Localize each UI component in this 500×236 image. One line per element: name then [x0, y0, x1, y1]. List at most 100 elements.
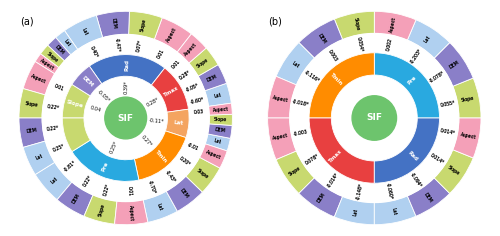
- Text: Aspect: Aspect: [184, 41, 198, 57]
- Text: -0.018*: -0.018*: [292, 99, 310, 107]
- Text: 0.20*: 0.20*: [178, 156, 192, 167]
- Text: DEM: DEM: [214, 127, 226, 134]
- Wedge shape: [408, 20, 450, 58]
- Wedge shape: [299, 19, 343, 58]
- Text: Slope: Slope: [461, 96, 475, 103]
- Wedge shape: [62, 118, 90, 152]
- Text: Slope: Slope: [140, 18, 147, 32]
- Text: 0.07*: 0.07*: [136, 39, 143, 53]
- Text: Aspect: Aspect: [30, 74, 48, 85]
- Text: 0.22*: 0.22*: [104, 182, 112, 196]
- Text: -0.60*: -0.60*: [190, 97, 204, 105]
- Text: DEM: DEM: [54, 44, 65, 55]
- Text: 0.03: 0.03: [194, 109, 204, 114]
- Text: Slope: Slope: [214, 117, 228, 122]
- Text: -0.11*: -0.11*: [149, 118, 165, 124]
- Text: Aspect: Aspect: [272, 95, 289, 103]
- Text: Tmax: Tmax: [328, 149, 344, 164]
- Text: Pre: Pre: [101, 160, 110, 172]
- Wedge shape: [309, 118, 374, 183]
- Text: 0.22*: 0.22*: [46, 104, 60, 111]
- Text: 0.28*: 0.28*: [146, 97, 160, 108]
- Text: 0.003: 0.003: [328, 49, 338, 62]
- Text: -0.078*: -0.078*: [428, 70, 446, 84]
- Text: 0.28*: 0.28*: [179, 70, 192, 81]
- Wedge shape: [152, 68, 188, 112]
- Text: 0.28*: 0.28*: [146, 96, 161, 107]
- Text: Aspect: Aspect: [128, 205, 134, 221]
- Text: 0.014*: 0.014*: [429, 153, 444, 166]
- Text: Aspect: Aspect: [184, 41, 198, 57]
- Text: 0.40*: 0.40*: [89, 45, 99, 59]
- Text: 0.01: 0.01: [127, 186, 132, 197]
- Text: 0.01: 0.01: [156, 48, 166, 59]
- Text: Slope: Slope: [140, 18, 147, 32]
- Text: DEM: DEM: [54, 44, 65, 55]
- Text: Slope: Slope: [24, 101, 38, 108]
- Text: Slope: Slope: [196, 57, 210, 69]
- Text: 0.22*: 0.22*: [82, 174, 93, 187]
- Text: 0.22*: 0.22*: [46, 104, 60, 111]
- Text: 0.01: 0.01: [127, 186, 132, 197]
- Text: Pre: Pre: [407, 74, 418, 85]
- Text: DEM: DEM: [111, 18, 117, 29]
- Wedge shape: [452, 118, 481, 158]
- Circle shape: [352, 96, 397, 140]
- Text: 0.014*: 0.014*: [440, 128, 456, 136]
- Text: DEM: DEM: [26, 128, 37, 135]
- Circle shape: [84, 76, 168, 160]
- Text: Lat: Lat: [156, 203, 162, 211]
- Wedge shape: [309, 53, 374, 118]
- Wedge shape: [19, 88, 46, 118]
- Wedge shape: [374, 11, 416, 40]
- Text: -0.003: -0.003: [294, 129, 308, 137]
- Text: Slope: Slope: [46, 51, 60, 63]
- Text: Lat: Lat: [214, 93, 222, 99]
- Wedge shape: [208, 103, 233, 115]
- Wedge shape: [408, 178, 450, 216]
- Wedge shape: [114, 200, 148, 225]
- Wedge shape: [374, 118, 440, 183]
- Text: DEM: DEM: [316, 32, 326, 44]
- Text: Lat: Lat: [353, 208, 359, 216]
- Text: DEM: DEM: [422, 191, 433, 203]
- Wedge shape: [62, 84, 90, 118]
- Text: DEM: DEM: [71, 193, 81, 205]
- Wedge shape: [276, 151, 314, 194]
- Wedge shape: [96, 11, 130, 38]
- Text: 0.27*: 0.27*: [140, 135, 153, 148]
- Text: 0.07*: 0.07*: [136, 39, 143, 53]
- Text: -0.094*: -0.094*: [410, 172, 423, 189]
- Text: Rad: Rad: [406, 150, 418, 162]
- Text: Slope: Slope: [196, 168, 209, 180]
- Text: Lat: Lat: [390, 207, 396, 216]
- Text: Slope: Slope: [66, 99, 84, 108]
- Wedge shape: [143, 191, 178, 222]
- Text: Lat: Lat: [81, 28, 88, 37]
- Text: 0.25*: 0.25*: [52, 143, 66, 153]
- Text: 0.28*: 0.28*: [179, 70, 192, 81]
- Text: 0.03: 0.03: [194, 109, 204, 114]
- Text: DEM: DEM: [206, 74, 218, 83]
- Text: Aspect: Aspect: [272, 133, 289, 141]
- Wedge shape: [62, 84, 90, 118]
- Wedge shape: [434, 42, 473, 86]
- Text: 0.01: 0.01: [156, 48, 166, 59]
- Text: -0.014*: -0.014*: [326, 172, 340, 189]
- Wedge shape: [64, 15, 102, 50]
- Text: -0.078*: -0.078*: [428, 70, 446, 84]
- Text: 0.01: 0.01: [171, 59, 181, 70]
- Wedge shape: [23, 141, 55, 175]
- Wedge shape: [299, 178, 343, 217]
- Wedge shape: [166, 109, 189, 138]
- Text: Lat: Lat: [34, 153, 43, 160]
- Text: SIF: SIF: [366, 114, 382, 122]
- Text: Slope: Slope: [352, 17, 360, 31]
- Text: DEM: DEM: [448, 60, 460, 70]
- Wedge shape: [72, 140, 139, 181]
- Text: Aspect: Aspect: [166, 26, 178, 43]
- Text: 0.22*: 0.22*: [82, 174, 93, 187]
- Wedge shape: [152, 68, 188, 112]
- Circle shape: [290, 34, 459, 202]
- Text: -0.81*: -0.81*: [63, 160, 78, 173]
